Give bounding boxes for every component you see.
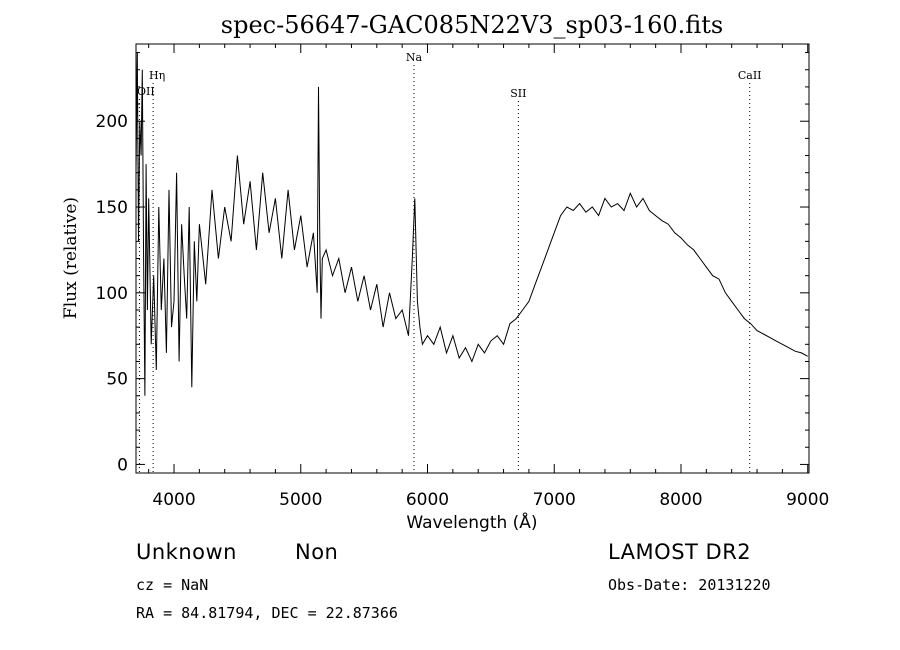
x-tick-label: 9000 [786, 490, 829, 510]
x-tick-label: 6000 [406, 490, 449, 510]
spectral-line-label: OII [137, 85, 155, 98]
x-tick-label: 5000 [279, 490, 322, 510]
spectral-line-label: SII [510, 87, 526, 100]
flux-series-line [135, 52, 808, 396]
spectral-line-label: CaII [738, 69, 762, 82]
y-tick-label: 150 [96, 198, 128, 218]
y-tick-label: 200 [96, 112, 128, 132]
survey-name: LAMOST DR2 [608, 540, 752, 564]
x-axis-label: Wavelength (Å) [406, 511, 537, 533]
x-tick-label: 7000 [533, 490, 576, 510]
object-class: Unknown [136, 540, 237, 564]
y-axis-label: Flux (relative) [61, 197, 81, 319]
plot-frame [135, 43, 810, 474]
spectral-line-label: Hη [149, 69, 165, 82]
chart-title: spec-56647-GAC085N22V3_sp03-160.fits [221, 11, 723, 39]
y-tick-label: 0 [117, 455, 128, 475]
object-subclass: Non [295, 540, 339, 564]
x-tick-label: 4000 [152, 490, 195, 510]
y-tick-label: 100 [96, 284, 128, 304]
coordinates: RA = 84.81794, DEC = 22.87366 [136, 604, 398, 622]
redshift-cz: cz = NaN [136, 576, 209, 594]
obs-date: Obs-Date: 20131220 [608, 576, 771, 594]
y-tick-label: 50 [106, 370, 128, 390]
spectral-line-label: Na [406, 51, 423, 64]
x-tick-label: 8000 [659, 490, 702, 510]
